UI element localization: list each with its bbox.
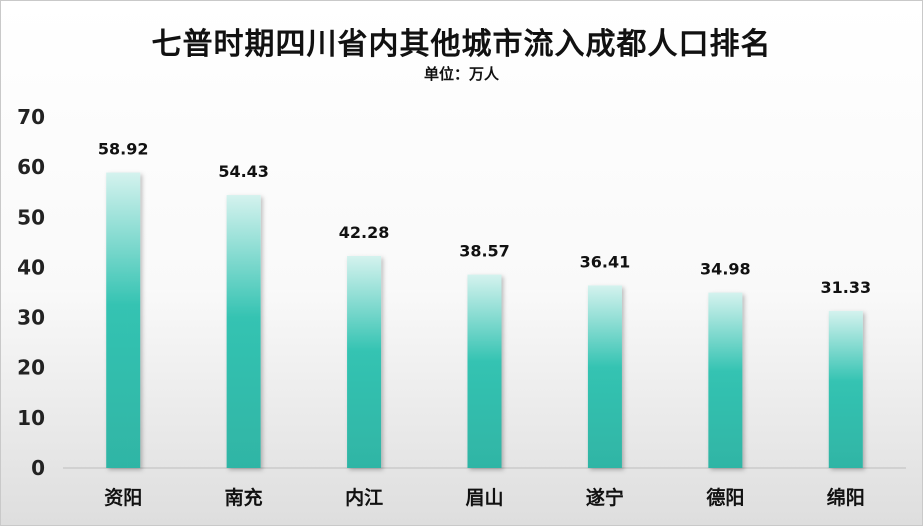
bar-value-label: 54.43 [218, 162, 269, 181]
bar-series [106, 172, 863, 468]
y-tick-label: 60 [17, 155, 45, 179]
x-axis: 资阳 南充 内江 眉山 遂宁 德阳 绵阳 [104, 486, 865, 509]
x-tick-label: 德阳 [706, 486, 744, 509]
bar [106, 172, 141, 468]
bar [467, 274, 502, 468]
x-tick-label: 遂宁 [586, 486, 624, 509]
bar [708, 292, 743, 468]
chart-title: 七普时期四川省内其他城市流入成都人口排名 [151, 27, 772, 62]
bar-value-label: 38.57 [459, 242, 510, 261]
chart-subtitle: 单位：万人 [423, 65, 499, 83]
x-tick-label: 绵阳 [827, 486, 865, 509]
bar-value-label: 42.28 [339, 223, 390, 242]
bar [347, 255, 382, 468]
bar-value-label: 31.33 [820, 278, 871, 297]
bar [828, 310, 863, 468]
y-tick-label: 10 [17, 406, 45, 430]
x-tick-label: 南充 [225, 486, 263, 509]
data-labels: 58.92 54.43 42.28 38.57 36.41 34.98 31.33 [98, 140, 871, 297]
y-tick-label: 20 [17, 356, 45, 380]
y-tick-label: 50 [17, 205, 45, 229]
y-tick-label: 30 [17, 306, 45, 330]
bar-value-label: 34.98 [700, 260, 751, 279]
bar-value-label: 58.92 [98, 140, 149, 159]
bar [587, 285, 622, 468]
x-tick-label: 眉山 [465, 487, 503, 509]
bar-value-label: 36.41 [580, 252, 631, 271]
y-tick-label: 0 [31, 456, 45, 480]
bar [226, 195, 261, 468]
y-axis: 0 10 20 30 40 50 60 70 [17, 105, 45, 480]
y-tick-label: 40 [17, 255, 45, 279]
x-tick-label: 资阳 [104, 486, 142, 509]
x-tick-label: 内江 [345, 486, 383, 509]
y-tick-label: 70 [17, 105, 45, 129]
